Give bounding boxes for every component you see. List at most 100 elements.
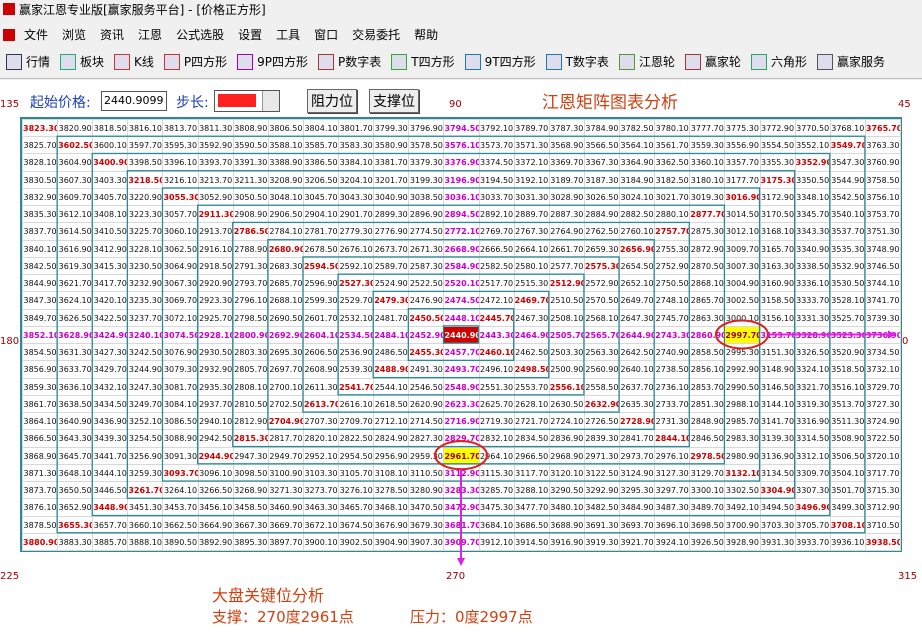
grid-cell: 3552.10 [794,136,831,155]
grid-cell: 3508.90 [829,429,866,448]
toolbar-button[interactable]: 江恩轮 [618,50,675,74]
toolbar-button[interactable]: 赢家轮 [684,50,741,74]
grid-cell: 3890.50 [162,532,199,551]
grid-cell: 3153.70 [759,325,796,345]
menu-item[interactable]: 文件 [24,28,49,42]
grid-cell: 2980.90 [724,446,761,465]
grid-cell: 3751.30 [864,222,901,241]
resistance-button[interactable]: 阻力位 [307,89,357,113]
grid-cell: 3252.10 [127,412,164,431]
grid-cell: 2959.30 [408,446,445,465]
grid-cell: 2697.70 [267,360,304,379]
menu-item[interactable]: 交易委托 [352,28,401,42]
resistance-text: 压力：0度2997点 [410,608,533,626]
grid-cell: 3139.30 [759,429,796,448]
divider [0,78,922,79]
grid-cell: 2728.90 [619,412,656,431]
grid-cell: 3177.70 [724,170,761,189]
grid-cell: 2908.90 [232,205,269,224]
toolbar-button[interactable]: 9T四方形 [464,50,536,74]
menu-item[interactable]: 窗口 [314,28,339,42]
grid-cell: 2630.50 [548,394,585,414]
analysis-title: 大盘关键位分析 [212,586,325,605]
menu-item[interactable]: 帮助 [414,28,439,42]
grid-cell: 3187.30 [583,170,621,189]
menu-item[interactable]: 浏览 [62,28,87,42]
grid-cell: 3480.10 [548,498,585,517]
toolbar-button[interactable]: 板块 [60,50,104,74]
grid-cell: 3506.50 [829,446,866,465]
grid-cell: 3386.50 [302,153,340,172]
menu-item[interactable]: 工具 [276,28,301,42]
grid-cell: 3758.50 [864,170,901,189]
grid-cell: 2476.90 [408,291,445,310]
grid-cell: 2515.30 [513,274,550,293]
toolbar-button[interactable]: P四方形 [163,50,227,74]
grid-cell: 3864.10 [22,412,59,431]
toolbar-button[interactable]: P数字表 [318,50,381,74]
support-button[interactable]: 支撑位 [369,89,419,113]
grid-cell: 3532.90 [829,256,866,276]
grid-cell: 2496.10 [478,360,515,379]
grid-cell: 3604.90 [57,153,94,172]
grid-cell: 2534.50 [338,325,375,345]
grid-cell: 2812.90 [232,412,269,431]
grid-cell: 3540.10 [829,205,866,224]
grid-cell: 3772.90 [759,119,796,138]
toolbar-button[interactable]: T数字表 [545,50,609,74]
grid-cell: 2544.10 [373,377,410,396]
menu-item[interactable]: 资讯 [100,28,125,42]
grid-cell: 2990.50 [724,377,761,396]
toolbar-button[interactable]: 9P四方形 [237,50,308,74]
grid-cell: 3600.10 [92,136,129,155]
grid-cell: 3792.10 [478,119,515,138]
toolbar-button[interactable]: K线 [114,50,154,74]
menu-item[interactable]: 设置 [238,28,263,42]
grid-cell: 3235.30 [127,291,164,310]
grid-cell: 2882.50 [619,205,656,224]
step-color-select[interactable] [214,90,280,112]
toolbar-button[interactable]: 赢家服务 [816,50,885,74]
grid-cell: 3460.90 [267,498,304,517]
angle-label: 135 [0,99,20,110]
grid-cell: 3674.50 [338,515,375,534]
grid-cell: 3271.30 [267,481,304,500]
menu-item[interactable]: 公式选股 [176,28,225,42]
grid-cell: 3216.10 [162,170,199,189]
grid-cell: 2517.70 [478,274,515,293]
grid-cell: 3722.50 [864,429,901,448]
gann-grid: 3823.30 3820.90 3818.50 3816.10 3813.70 3811.… [20,117,902,552]
grid-cell: 2685.70 [267,274,304,293]
grid-cell: 2892.10 [478,205,515,224]
grid-cell: 2601.70 [302,308,340,327]
start-price-input[interactable]: 2440.9099 [101,91,167,111]
grid-cell: 2791.30 [232,256,269,276]
toolbar-button[interactable]: 行情 [6,50,50,74]
grid-cell: 2582.50 [478,256,515,276]
grid-cell: 2851.30 [689,394,726,414]
grid-cell: 2829.70 [443,429,480,448]
grid-cell: 3703.30 [759,515,796,534]
grid-cell: 3448.90 [92,498,129,517]
grid-cell: 3885.70 [92,532,129,551]
grid-cell: 2690.50 [267,308,304,327]
grid-cell: 2800.90 [232,325,269,345]
grid-cell: 2983.30 [724,429,761,448]
grid-cell: 2822.50 [338,429,375,448]
toolbar-button[interactable]: T四方形 [391,50,455,74]
grid-cell: 3715.30 [864,481,901,500]
grid-cell: 3156.10 [759,308,796,327]
grid-cell: 2846.50 [689,429,726,448]
grid-cell: 3151.30 [759,343,796,362]
grid-cell: 3273.70 [302,481,340,500]
toolbar-label: P数字表 [338,55,382,69]
menu-item[interactable]: 江恩 [138,28,163,42]
grid-cell: 3391.30 [232,153,269,172]
toolbar-button[interactable]: 六角形 [750,50,807,74]
grid-cell: 2505.70 [548,325,585,345]
grid-cell: 3033.70 [478,187,515,207]
grid-cell: 3504.10 [829,463,866,483]
grid-cell: 3578.50 [408,136,445,155]
grid-cell: 2632.90 [583,394,621,414]
grid-cell: 2856.10 [689,360,726,379]
